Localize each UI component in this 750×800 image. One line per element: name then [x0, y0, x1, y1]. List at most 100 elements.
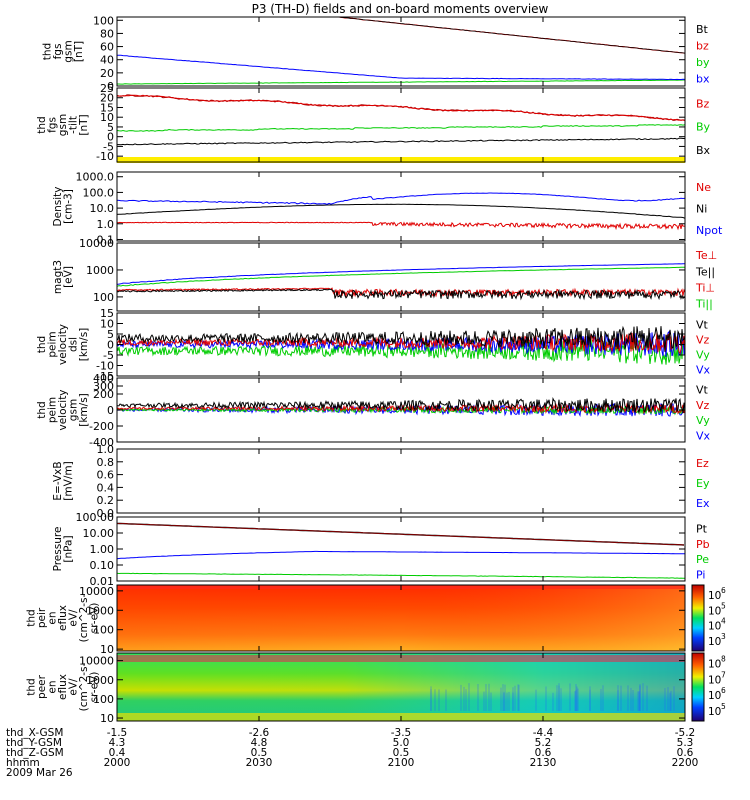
xrow-value: -1.5: [107, 727, 128, 739]
ytick-label: 0: [107, 131, 114, 144]
colorbar-exponent: 5: [721, 702, 726, 711]
ytick-label: 10000: [79, 237, 114, 250]
xrow-value: 0.6: [535, 747, 552, 759]
ytick-label: 100.0: [83, 186, 115, 199]
ytick-label: -10: [96, 150, 114, 163]
ytick-label: -10: [96, 360, 114, 373]
legend-Pi: Pi: [696, 568, 705, 581]
ytick-label: 1.00: [90, 543, 115, 556]
legend-By: By: [696, 121, 711, 134]
ytick-label: 100: [93, 693, 114, 706]
ytick-label: 200: [93, 388, 114, 401]
electron-spectrogram-shade: [117, 653, 685, 721]
legend-Npot: Npot: [696, 224, 723, 237]
legend-Ne: Ne: [696, 181, 711, 194]
trace-By: [116, 124, 686, 132]
electron-spectrogram-top: [117, 655, 685, 662]
panel-1-bg: [117, 88, 685, 162]
ytick-label: 0.0: [97, 507, 115, 520]
legend-Vx: Vx: [696, 429, 711, 442]
legend-Vz: Vz: [696, 399, 710, 412]
xrow-value: 2130: [530, 757, 557, 769]
trace-Ti-perp: [116, 263, 685, 285]
legend-Vx: Vx: [696, 364, 711, 377]
ylabel-line: [km/s]: [78, 328, 90, 362]
xrow-value: 2030: [246, 757, 273, 769]
ytick-label: 15: [100, 101, 114, 114]
ytick-label: 60: [100, 41, 114, 54]
ytick-label: 400: [93, 372, 114, 385]
trace-Te-perp: [116, 287, 686, 298]
ytick-label: 1000.0: [76, 171, 115, 184]
ylabel-line: [nT]: [78, 114, 90, 135]
ylabel-line: eflux: [57, 605, 69, 631]
trace-Pe: [116, 572, 686, 579]
xrow-value: 4.3: [109, 737, 126, 749]
colorbar-exponent: 5: [721, 601, 726, 610]
xrow-label: hhmm: [6, 757, 40, 769]
colorbar-exponent: 8: [721, 655, 726, 664]
ylabel-line: thd: [41, 43, 53, 60]
trace-Bx: [117, 137, 685, 146]
chart-title: P3 (TH-D) fields and on-board moments ov…: [252, 2, 549, 16]
ylabel-line: [km/s]: [78, 393, 90, 427]
xrow-value: -3.5: [391, 727, 412, 739]
trace-Npot: [116, 192, 686, 205]
trace-Pi: [116, 550, 685, 560]
ytick-label: -15: [96, 370, 114, 383]
legend-Bt: Bt: [696, 23, 709, 36]
legend-Te||: Te||: [695, 265, 715, 278]
ytick-label: 80: [100, 27, 114, 40]
ylabel-line: E=-VxB: [52, 461, 64, 500]
ytick-label: 100.00: [76, 511, 115, 524]
ytick-label: 10: [100, 643, 114, 656]
colorbar-label: 10: [708, 605, 721, 617]
ytick-label: 0: [107, 339, 114, 352]
colorbar-label: 10: [708, 590, 721, 602]
ytick-label: 100: [93, 291, 114, 304]
ytick-label: 25: [100, 82, 114, 95]
colorbar-label: 10: [708, 636, 721, 648]
ylabel-line: [mV/m]: [62, 461, 74, 500]
ytick-label: 1000: [86, 674, 114, 687]
ytick-label: 10000: [79, 585, 114, 598]
xrow-value: 0.6: [677, 747, 694, 759]
legend-Ey: Ey: [696, 477, 710, 490]
date-label: 2009 Mar 26: [6, 767, 73, 779]
ytick-label: 5: [107, 328, 114, 341]
ylabel-line: peir: [36, 607, 48, 628]
ylabel-line: dsl: [68, 337, 80, 352]
trace-Vt: [116, 325, 686, 352]
ylabel-line: fgs: [52, 44, 64, 60]
ylabel-line: thd: [36, 336, 48, 353]
colorbar-9: [691, 652, 705, 722]
ytick-label: 20: [100, 67, 114, 80]
xrow-value: 5.2: [535, 737, 552, 749]
ylabel-line: thd: [36, 116, 48, 133]
colorbar-label: 10: [708, 659, 721, 671]
legend-Vt: Vt: [696, 319, 709, 332]
xrow-value: 2100: [388, 757, 415, 769]
legend-Vz: Vz: [696, 334, 710, 347]
ytick-label: 0.01: [90, 575, 115, 588]
trace-Ni: [116, 203, 686, 219]
ylabel-line: thd: [36, 401, 48, 418]
panels-group: 020406080100thdfgsgsm[nT]Btbzbybx-10-505…: [26, 14, 727, 725]
xrow-value: 0.5: [393, 747, 410, 759]
ytick-label: -5: [103, 349, 114, 362]
ylabel-line: gsm: [62, 40, 74, 62]
ytick-label: 100: [93, 624, 114, 637]
ytick-label: 15: [100, 307, 114, 320]
trace-Pb: [116, 523, 685, 546]
xrow-label: thd_Z-GSM: [6, 747, 64, 759]
trace-bx: [116, 54, 686, 81]
ytick-label: 0.4: [97, 481, 115, 494]
ytick-label: 1.0: [97, 218, 115, 231]
ylabel-line: velocity: [57, 389, 69, 430]
colorbar-exponent: 6: [721, 686, 726, 695]
xrow-value: -5.2: [675, 727, 696, 739]
ytick-label: 1000: [86, 264, 114, 277]
ytick-label: 40: [100, 54, 114, 67]
ytick-label: 10000: [79, 655, 114, 668]
